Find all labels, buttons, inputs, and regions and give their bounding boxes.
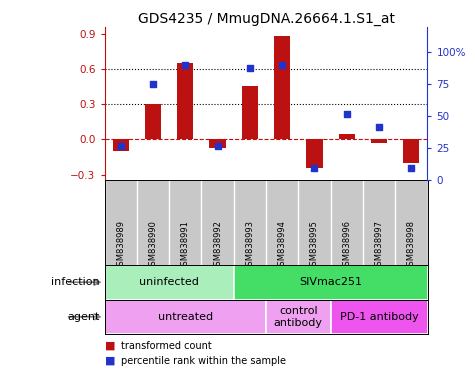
Bar <box>242 86 258 139</box>
Text: ■: ■ <box>104 341 115 351</box>
Point <box>278 62 286 68</box>
Bar <box>209 139 226 148</box>
Bar <box>104 300 266 334</box>
Point <box>311 165 318 171</box>
Title: GDS4235 / MmugDNA.26664.1.S1_at: GDS4235 / MmugDNA.26664.1.S1_at <box>137 12 395 26</box>
Text: percentile rank within the sample: percentile rank within the sample <box>121 356 286 366</box>
Text: agent: agent <box>67 312 100 322</box>
Bar <box>234 265 428 300</box>
Bar <box>371 139 387 143</box>
Bar <box>104 265 234 300</box>
Point <box>246 65 254 71</box>
Text: infection: infection <box>51 277 100 287</box>
Text: PD-1 antibody: PD-1 antibody <box>340 312 418 322</box>
Point <box>181 62 189 68</box>
Bar <box>331 300 428 334</box>
Point <box>375 124 383 130</box>
Text: untreated: untreated <box>158 312 213 322</box>
Text: SIVmac251: SIVmac251 <box>299 277 362 287</box>
Bar <box>403 139 419 163</box>
Point <box>343 111 351 117</box>
Text: control
antibody: control antibody <box>274 306 323 328</box>
Text: ■: ■ <box>104 356 115 366</box>
Bar <box>266 300 331 334</box>
Bar <box>177 63 193 139</box>
Point <box>117 143 124 149</box>
Bar <box>306 139 323 167</box>
Point <box>214 143 221 149</box>
Point <box>408 165 415 171</box>
Bar <box>145 104 161 139</box>
Text: transformed count: transformed count <box>121 341 212 351</box>
Bar <box>113 139 129 151</box>
Text: uninfected: uninfected <box>139 277 199 287</box>
Bar <box>339 134 355 139</box>
Bar <box>274 36 290 139</box>
Point <box>149 81 157 88</box>
